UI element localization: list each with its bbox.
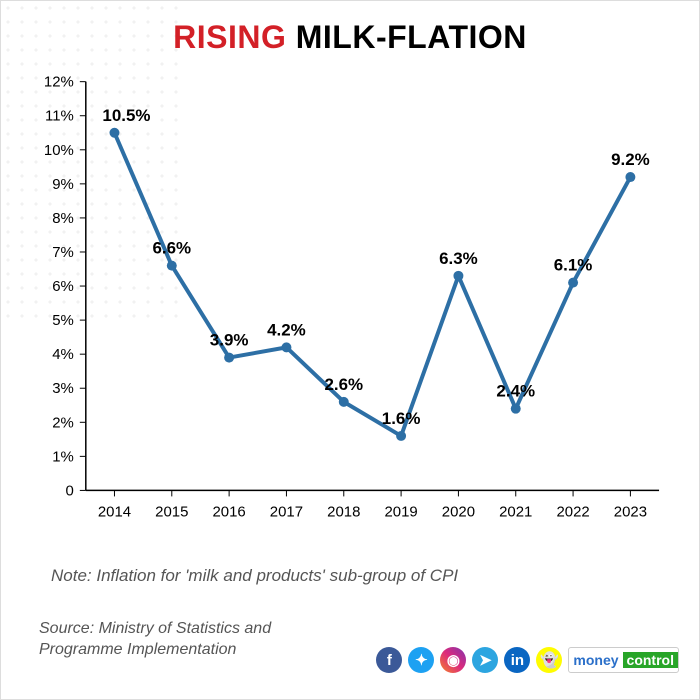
svg-text:12%: 12% [44,74,74,91]
svg-text:2015: 2015 [155,503,188,520]
telegram-icon[interactable]: ➤ [472,647,498,673]
svg-text:10%: 10% [44,142,74,159]
svg-text:0: 0 [66,482,74,499]
chart-title: RISING MILK-FLATION [1,19,699,56]
svg-text:10.5%: 10.5% [102,106,150,125]
svg-text:6%: 6% [52,278,74,295]
svg-text:1.6%: 1.6% [382,409,421,428]
svg-text:2020: 2020 [442,503,475,520]
title-accent: RISING [173,19,286,55]
source-attribution: Source: Ministry of Statistics and Progr… [39,619,271,661]
svg-text:4.2%: 4.2% [267,320,306,339]
svg-text:2014: 2014 [98,503,131,520]
svg-text:2%: 2% [52,414,74,431]
footer-logos: f✦◉➤in👻moneycontrol [376,647,679,673]
svg-text:8%: 8% [52,210,74,227]
instagram-icon[interactable]: ◉ [440,647,466,673]
svg-text:4%: 4% [52,346,74,363]
line-chart: 0 1% 2% 3% 4% 5% 6% 7% 8% 9% 10% 11% 12% 2014 2015 2016… [21,66,679,536]
linkedin-icon[interactable]: in [504,647,530,673]
title-rest: MILK-FLATION [286,19,527,55]
svg-text:9.2%: 9.2% [611,150,650,169]
svg-text:2019: 2019 [384,503,417,520]
svg-text:11%: 11% [45,108,74,125]
svg-text:3.9%: 3.9% [210,331,249,350]
chart-note: Note: Inflation for 'milk and products' … [51,566,458,586]
chart-area: 0 1% 2% 3% 4% 5% 6% 7% 8% 9% 10% 11% 12% 2014 2015 2016… [21,66,679,536]
svg-text:2.6%: 2.6% [324,375,363,394]
svg-text:6.1%: 6.1% [554,256,593,275]
svg-text:3%: 3% [52,380,74,397]
twitter-icon[interactable]: ✦ [408,647,434,673]
svg-text:2021: 2021 [499,503,532,520]
svg-text:2016: 2016 [213,503,246,520]
svg-text:2.4%: 2.4% [496,382,535,401]
svg-text:5%: 5% [52,312,74,329]
svg-text:6.3%: 6.3% [439,249,478,268]
svg-text:2017: 2017 [270,503,303,520]
svg-text:7%: 7% [52,244,74,261]
svg-text:1%: 1% [52,448,74,465]
source-line-2: Programme Implementation [39,640,271,661]
svg-text:9%: 9% [52,176,74,193]
svg-text:2018: 2018 [327,503,360,520]
svg-text:2023: 2023 [614,503,647,520]
snapchat-icon[interactable]: 👻 [536,647,562,673]
moneycontrol-logo[interactable]: moneycontrol [568,647,679,673]
source-line-1: Source: Ministry of Statistics and [39,619,271,640]
facebook-icon[interactable]: f [376,647,402,673]
svg-text:6.6%: 6.6% [152,239,191,258]
svg-text:2022: 2022 [556,503,589,520]
